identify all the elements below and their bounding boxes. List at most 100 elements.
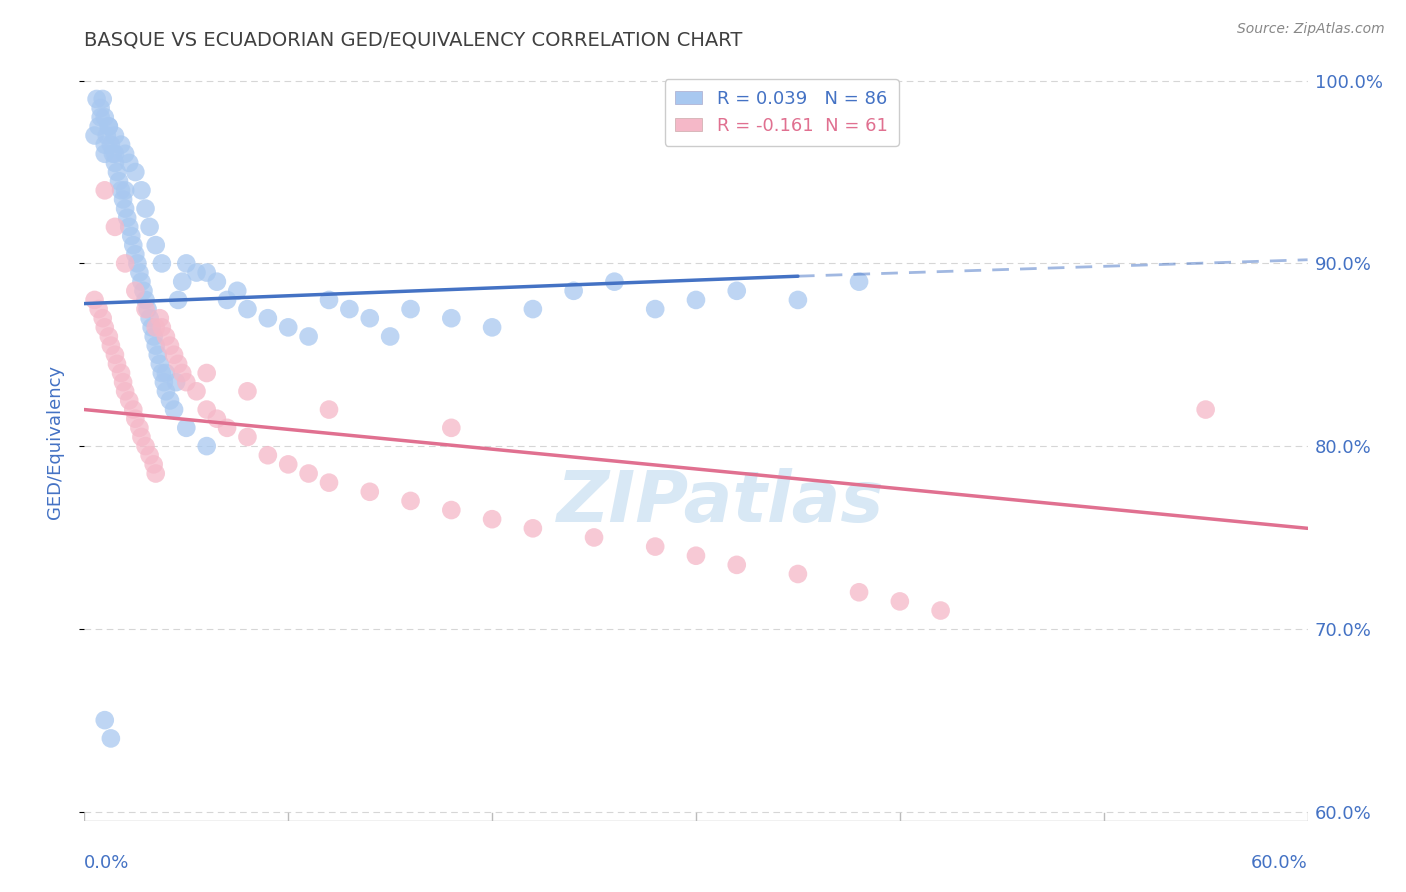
Point [787,566,810,581]
Point [481,320,503,334]
Point [186,266,208,280]
Point [236,302,259,317]
Point [149,357,172,371]
Point [110,366,132,380]
Point [399,494,422,508]
Point [603,275,626,289]
Point [644,302,666,317]
Point [93,110,115,124]
Y-axis label: GED/Equivalency: GED/Equivalency [45,365,63,518]
Point [138,448,160,462]
Point [298,329,321,343]
Point [93,320,115,334]
Point [145,238,167,252]
Point [145,338,167,352]
Point [787,293,810,307]
Point [186,384,208,399]
Point [685,549,707,563]
Point [97,120,120,134]
Point [236,430,259,444]
Point [90,101,112,115]
Point [848,585,870,599]
Point [114,384,136,399]
Point [195,402,218,417]
Point [277,320,299,334]
Point [562,284,585,298]
Point [195,439,218,453]
Point [440,311,463,326]
Point [104,156,127,170]
Text: BASQUE VS ECUADORIAN GED/EQUIVALENCY CORRELATION CHART: BASQUE VS ECUADORIAN GED/EQUIVALENCY COR… [84,30,742,50]
Point [685,293,707,307]
Point [145,467,167,481]
Point [146,348,169,362]
Point [120,229,142,244]
Point [104,348,127,362]
Point [135,439,157,453]
Point [131,275,153,289]
Point [122,402,145,417]
Point [889,594,911,608]
Point [163,348,186,362]
Point [165,375,187,389]
Point [104,128,127,143]
Point [195,366,218,380]
Point [195,266,218,280]
Point [105,357,128,371]
Text: Source: ZipAtlas.com: Source: ZipAtlas.com [1237,22,1385,37]
Point [150,256,173,270]
Point [167,293,190,307]
Point [136,302,159,317]
Point [159,338,181,352]
Point [481,512,503,526]
Legend: R = 0.039   N = 86, R = -0.161  N = 61: R = 0.039 N = 86, R = -0.161 N = 61 [665,79,898,145]
Point [122,238,145,252]
Point [124,165,146,179]
Point [440,503,463,517]
Point [83,128,105,143]
Point [93,137,115,152]
Point [100,731,122,746]
Point [174,256,197,270]
Point [135,202,157,216]
Point [318,402,340,417]
Point [105,165,128,179]
Point [124,247,146,261]
Point [110,183,132,197]
Point [142,458,165,472]
Point [114,146,136,161]
Point [167,357,190,371]
Point [132,284,155,298]
Point [440,421,463,435]
Point [644,540,666,554]
Point [318,293,340,307]
Point [87,120,110,134]
Point [583,531,606,545]
Point [163,402,186,417]
Point [114,256,136,270]
Point [124,411,146,425]
Point [131,183,153,197]
Point [90,110,112,124]
Point [257,311,280,326]
Point [127,256,149,270]
Point [110,137,132,152]
Point [135,293,157,307]
Point [339,302,361,317]
Point [257,448,280,462]
Point [93,713,115,727]
Point [91,311,114,326]
Point [115,211,138,225]
Point [104,219,127,234]
Point [205,411,228,425]
Point [142,329,165,343]
Point [128,266,150,280]
Point [155,329,177,343]
Point [131,430,153,444]
Point [380,329,402,343]
Point [114,183,136,197]
Text: 60.0%: 60.0% [1251,854,1308,871]
Point [112,375,135,389]
Point [399,302,422,317]
Point [172,366,194,380]
